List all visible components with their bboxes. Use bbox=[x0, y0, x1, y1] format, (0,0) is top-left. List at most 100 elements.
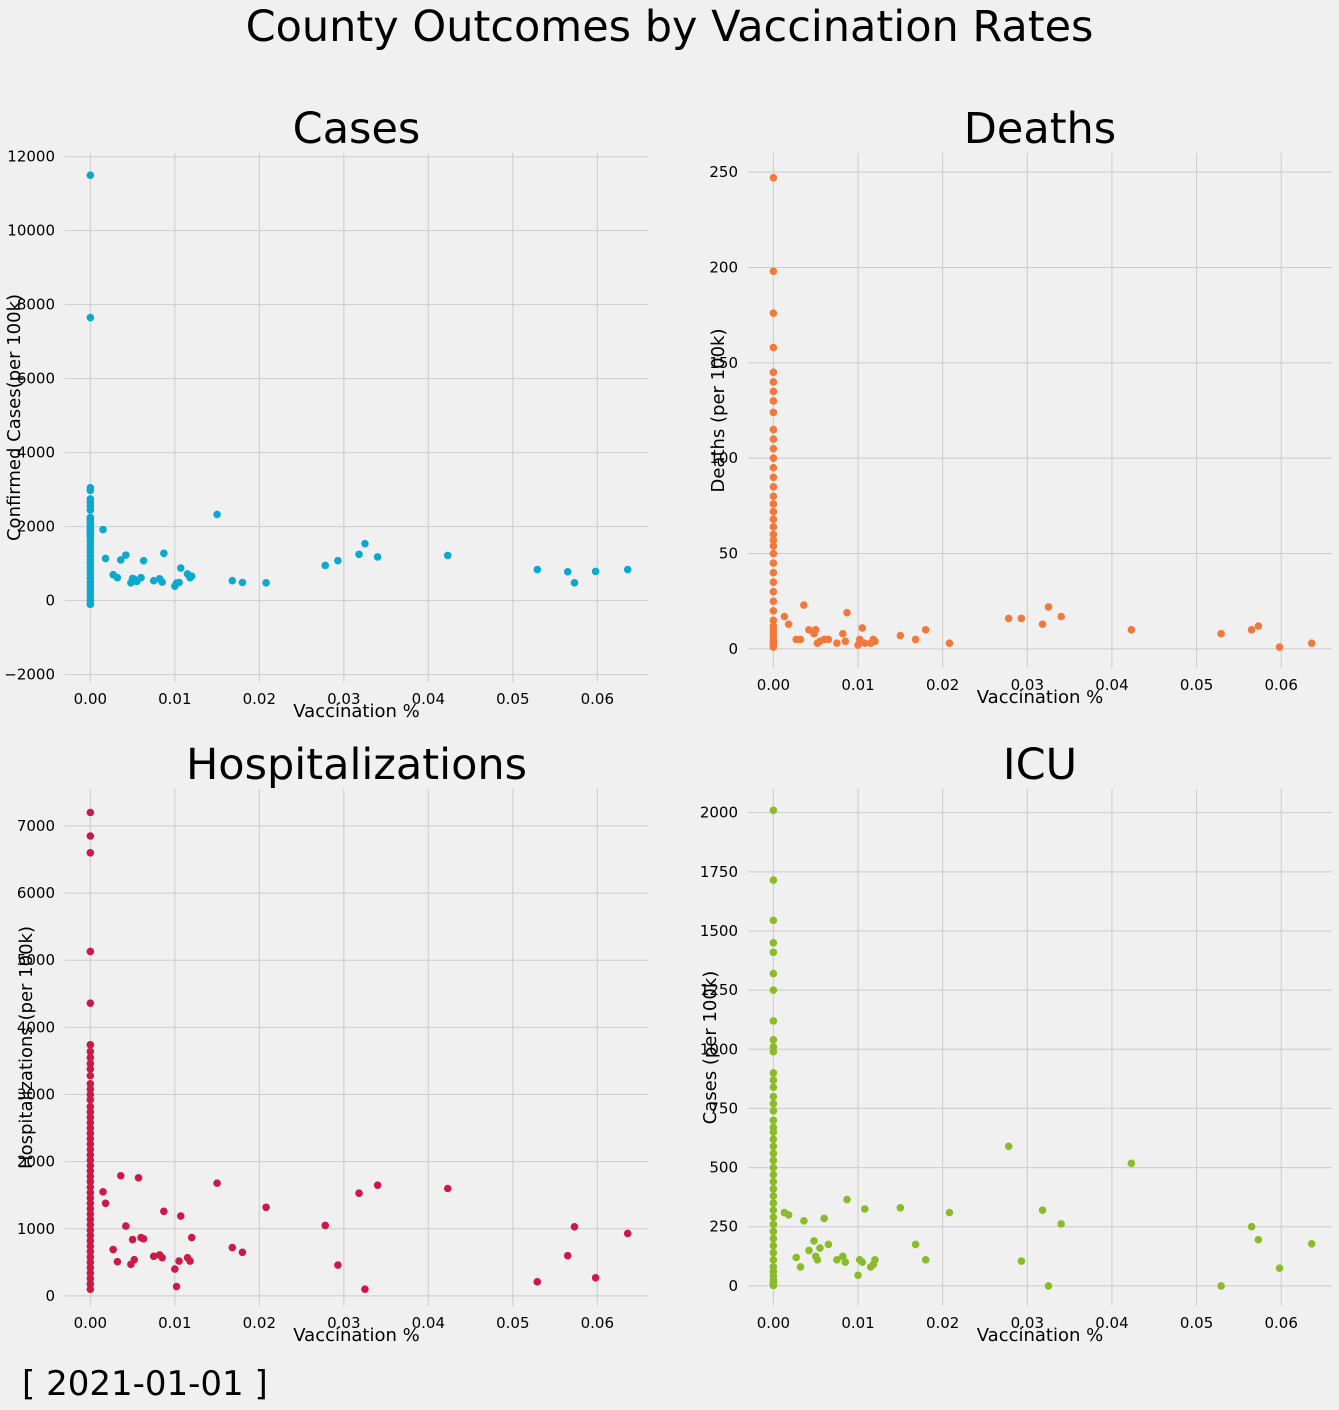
data-point bbox=[861, 639, 869, 648]
data-point bbox=[86, 1065, 95, 1073]
data-point bbox=[769, 454, 778, 462]
data-point bbox=[86, 1102, 95, 1111]
y-tick-label: 1000 bbox=[17, 1220, 55, 1238]
data-point bbox=[820, 1214, 828, 1223]
data-point bbox=[769, 523, 778, 531]
data-point bbox=[841, 637, 850, 646]
data-point bbox=[591, 1274, 600, 1282]
data-point bbox=[321, 1221, 330, 1230]
data-point bbox=[784, 620, 793, 628]
x-tick-label: 0.00 bbox=[757, 676, 790, 694]
data-point bbox=[109, 1245, 117, 1254]
data-point bbox=[262, 579, 270, 587]
data-point bbox=[769, 1206, 778, 1214]
data-point bbox=[769, 463, 778, 472]
data-point bbox=[769, 309, 778, 318]
data-point bbox=[533, 1278, 542, 1286]
y-tick-label: 100 bbox=[709, 449, 738, 467]
data-point bbox=[769, 806, 778, 815]
data-point bbox=[769, 969, 778, 978]
x-tick-label: 0.03 bbox=[1011, 676, 1044, 694]
panel-cases: 0.00 0.01 0.02 0.03 0.04 0.05 0.06 −2000 0 2000 40… bbox=[4, 104, 648, 722]
data-point bbox=[175, 1257, 183, 1265]
y-axis-label: Cases (per 100k) bbox=[700, 971, 721, 1125]
data-point bbox=[86, 1258, 95, 1267]
data-point bbox=[86, 1231, 95, 1240]
data-point bbox=[113, 573, 122, 582]
data-point bbox=[176, 1212, 185, 1220]
data-point bbox=[443, 551, 452, 560]
data-point bbox=[86, 1263, 95, 1272]
x-tick-label: 0.04 bbox=[1095, 676, 1128, 694]
data-point bbox=[769, 1177, 778, 1186]
x-tick-label: 0.04 bbox=[1095, 1314, 1128, 1332]
x-tick-label: 0.00 bbox=[74, 1314, 107, 1332]
x-axis-label: Vaccination % bbox=[293, 701, 419, 722]
data-point bbox=[137, 573, 145, 582]
data-point bbox=[769, 1170, 778, 1179]
data-point bbox=[113, 1257, 122, 1266]
panel-title: Cases bbox=[293, 104, 421, 154]
data-point bbox=[769, 1227, 778, 1236]
data-point bbox=[1247, 1222, 1256, 1231]
data-point bbox=[1057, 1220, 1065, 1228]
data-point bbox=[86, 1140, 95, 1148]
data-point bbox=[769, 549, 778, 558]
data-point bbox=[843, 1195, 851, 1204]
data-point bbox=[769, 1099, 778, 1108]
data-point bbox=[871, 1256, 879, 1264]
data-point bbox=[769, 1234, 778, 1243]
data-point bbox=[769, 492, 778, 501]
data-point bbox=[861, 1205, 869, 1213]
data-point bbox=[784, 1211, 793, 1219]
data-point bbox=[86, 506, 95, 514]
data-point bbox=[86, 1047, 95, 1056]
y-tick-label: 500 bbox=[709, 1159, 738, 1177]
data-point bbox=[86, 1183, 95, 1191]
data-point bbox=[86, 1135, 95, 1143]
x-tick-label: 0.00 bbox=[74, 690, 107, 708]
data-point bbox=[86, 1090, 95, 1099]
data-point bbox=[361, 1285, 369, 1294]
data-point bbox=[86, 1177, 95, 1186]
x-axis-label: Vaccination % bbox=[977, 687, 1103, 708]
data-point bbox=[149, 1252, 158, 1261]
x-tick-label: 0.02 bbox=[243, 690, 276, 708]
data-point bbox=[443, 1184, 452, 1193]
data-point bbox=[769, 267, 778, 276]
data-point bbox=[1275, 1264, 1284, 1272]
data-point bbox=[86, 1145, 95, 1154]
data-point bbox=[533, 565, 542, 574]
x-tick-label: 0.05 bbox=[1180, 1314, 1213, 1332]
data-point bbox=[769, 507, 778, 516]
data-point bbox=[769, 387, 778, 396]
y-tick-label: 10000 bbox=[7, 222, 55, 240]
data-point bbox=[813, 1256, 822, 1264]
y-tick-label: −2000 bbox=[4, 666, 55, 684]
data-point bbox=[373, 1181, 382, 1189]
data-point bbox=[769, 1076, 778, 1084]
x-tick-label: 0.06 bbox=[1265, 676, 1298, 694]
data-point bbox=[334, 556, 342, 565]
data-point bbox=[86, 1096, 95, 1104]
data-point bbox=[1038, 1206, 1047, 1214]
data-point bbox=[896, 1204, 905, 1212]
y-tick-label: 4000 bbox=[17, 1018, 55, 1036]
data-point bbox=[838, 629, 847, 638]
data-point bbox=[160, 1207, 168, 1216]
data-point bbox=[769, 173, 778, 182]
y-tick-label: 2000 bbox=[17, 1153, 55, 1171]
y-tick-label: 250 bbox=[709, 1218, 738, 1236]
data-point bbox=[911, 635, 920, 644]
y-tick-label: 2000 bbox=[700, 804, 738, 822]
data-point bbox=[1044, 603, 1053, 611]
data-point bbox=[134, 1173, 143, 1182]
data-point bbox=[769, 559, 778, 567]
panel-deaths: 0.00 0.01 0.02 0.03 0.04 0.05 0.06 0 50 100 150 200… bbox=[708, 104, 1332, 708]
data-point bbox=[101, 554, 110, 563]
data-point bbox=[139, 556, 148, 565]
data-point bbox=[86, 1215, 95, 1224]
data-point bbox=[158, 578, 166, 586]
data-point bbox=[99, 1188, 107, 1196]
data-point bbox=[1247, 626, 1256, 634]
